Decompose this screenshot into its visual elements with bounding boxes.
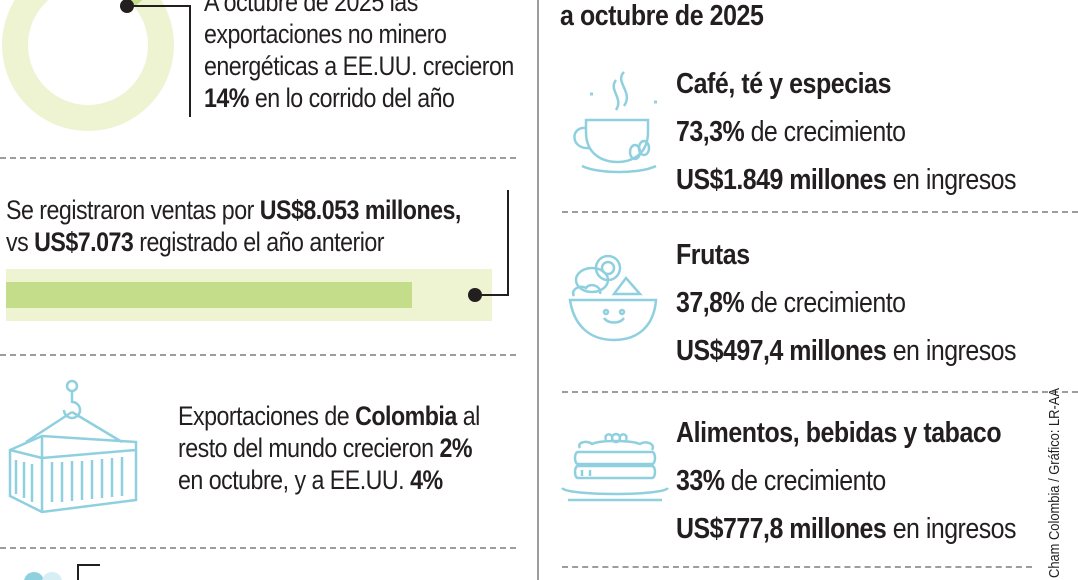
growth-donut-chart [2, 0, 191, 131]
divider [0, 157, 516, 159]
divider [562, 391, 1078, 393]
sales-line1: Se registraron ventas por US$8.053 millo… [6, 195, 462, 225]
column-separator [537, 0, 539, 580]
fruit-bowl-icon [568, 254, 658, 342]
category-growth: 33% de crecimiento [676, 465, 886, 497]
credit-text: Cham Colombia / Gráfico: LR-AA [1046, 388, 1063, 578]
sales-bar-fill [6, 282, 412, 308]
donut-text-line2: exportaciones no minero [204, 19, 447, 49]
donut-pct-label: 14% [204, 83, 249, 113]
exports-line2: resto del mundo crecieron 2% [178, 433, 473, 463]
sales-previous-value: US$7.073 [34, 227, 134, 257]
sales-line2: vs US$7.073 registrado el año anterior [6, 227, 384, 257]
divider [562, 211, 1078, 213]
category-item: Café, té y especias 73,3% de crecimiento… [676, 60, 1016, 204]
donut-text-line3: energéticas a EE.UU. crecieron [204, 51, 514, 81]
section-header: a octubre de 2025 [560, 0, 764, 32]
coffee-cup-icon [573, 71, 657, 174]
sales-bar-track [6, 269, 492, 321]
category-title: Frutas [676, 239, 750, 271]
exports-line1: Exportaciones de Colombia al [178, 401, 480, 431]
category-title: Café, té y especias [676, 68, 892, 100]
divider [562, 566, 1032, 568]
category-revenue: US$1.849 millones en ingresos [676, 164, 1016, 196]
category-item: Frutas 37,8% de crecimiento US$497,4 mil… [676, 231, 1016, 375]
category-title: Alimentos, bebidas y tabaco [676, 417, 1002, 449]
donut-description: A octubre de 2025 las exportaciones no m… [204, 0, 514, 114]
divider [0, 354, 516, 356]
exports-us-pct: 4% [410, 465, 443, 495]
sales-current-value: US$8.053 millones, [259, 195, 462, 225]
donut-track [2, 0, 174, 131]
exports-world-pct: 2% [439, 433, 473, 463]
exports-country: Colombia [355, 401, 457, 431]
donut-text-line1: A octubre de 2025 las [204, 0, 418, 17]
category-growth: 73,3% de crecimiento [676, 116, 906, 148]
pancakes-icon [561, 432, 669, 502]
exports-text: Exportaciones de Colombia al resto del m… [178, 400, 480, 496]
sales-bar-leader [468, 190, 509, 302]
donut-leader-line [127, 5, 191, 117]
category-growth: 37,8% de crecimiento [676, 287, 906, 319]
donut-text-line4: 14% en lo corrido del año [204, 83, 455, 113]
shipping-container-icon [8, 379, 138, 514]
sales-text: Se registraron ventas por US$8.053 millo… [6, 194, 461, 258]
category-revenue: US$777,8 millones en ingresos [676, 513, 1016, 545]
category-revenue: US$497,4 millones en ingresos [676, 335, 1016, 367]
category-item: Alimentos, bebidas y tabaco 33% de creci… [676, 409, 1016, 553]
exports-line3: en octubre, y a EE.UU. 4% [178, 465, 443, 495]
divider [0, 547, 516, 549]
partial-icon [24, 564, 100, 580]
